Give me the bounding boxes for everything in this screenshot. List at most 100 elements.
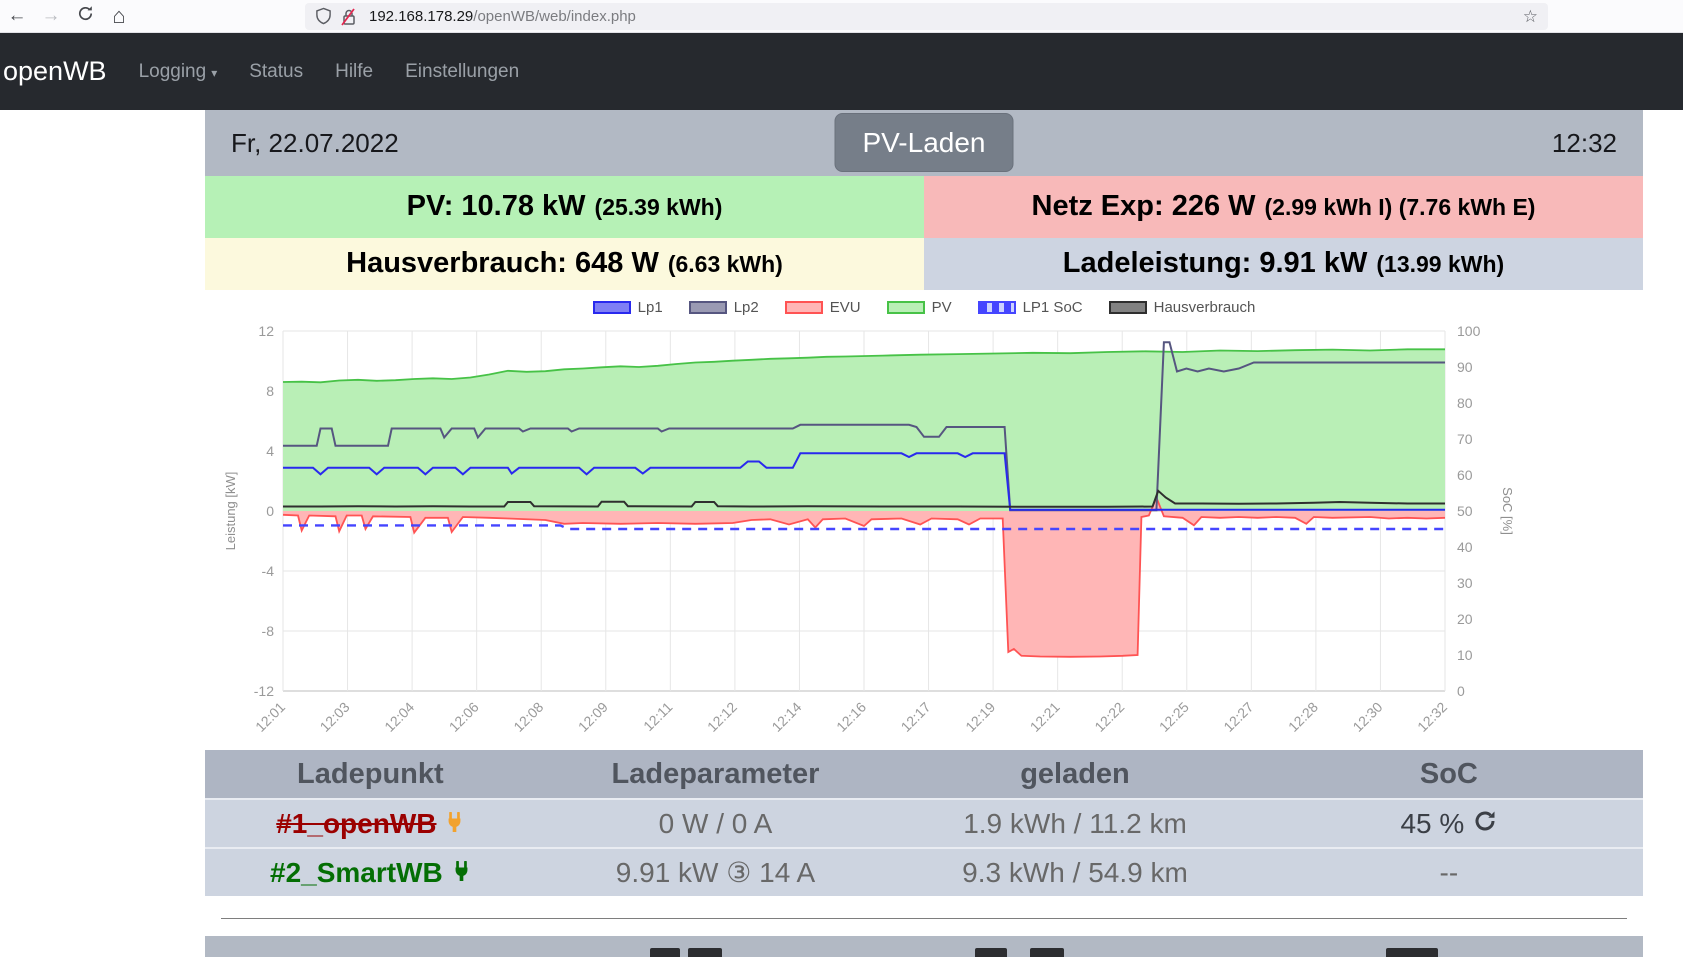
charge-value: Ladeleistung: 9.91 kW <box>1062 247 1368 279</box>
legend-swatch <box>592 300 631 314</box>
url-bar[interactable]: 192.168.178.29/openWB/web/index.php ☆ <box>305 3 1548 30</box>
svg-text:12:19: 12:19 <box>962 699 998 735</box>
back-button[interactable]: ← <box>7 5 27 26</box>
table-row-chargepoint-1: #1_openWB 0 W / 0 A 1.9 kWh / 11.2 km 45… <box>205 798 1643 847</box>
svg-text:12:12: 12:12 <box>704 699 740 735</box>
legend-item-hausverbrauch: Hausverbrauch <box>1108 298 1256 316</box>
nav-item-status[interactable]: Status <box>249 60 304 82</box>
clipped-content <box>1030 948 1064 957</box>
shield-icon[interactable] <box>315 7 332 26</box>
bookmark-star-icon[interactable]: ☆ <box>1522 6 1538 26</box>
legend-swatch <box>977 300 1016 314</box>
plug-icon <box>445 808 464 840</box>
url-path: /openWB/web/index.php <box>473 8 636 25</box>
charge-mode-button[interactable]: PV-Laden <box>834 113 1014 172</box>
svg-text:12:01: 12:01 <box>252 699 288 735</box>
svg-text:12:09: 12:09 <box>575 699 611 735</box>
chart-legend: Lp1 Lp2 EVU PV LP1 SoC Hausverbrauch <box>205 296 1643 318</box>
house-value: Hausverbrauch: 648 W <box>346 247 659 279</box>
clipped-content <box>650 948 680 957</box>
svg-text:12:14: 12:14 <box>768 699 804 735</box>
nav-item-logging[interactable]: Logging ▾ <box>138 60 218 82</box>
grid-energy: (2.99 kWh I) (7.76 kWh E) <box>1264 194 1536 220</box>
svg-text:50: 50 <box>1457 503 1473 519</box>
chargepoint-2-charged: 9.3 kWh / 54.9 km <box>962 856 1188 888</box>
svg-text:12:17: 12:17 <box>898 699 934 735</box>
legend-item-lp2: Lp2 <box>688 298 759 316</box>
svg-text:-12: -12 <box>254 683 274 699</box>
nav-item-hilfe[interactable]: Hilfe <box>335 60 374 82</box>
legend-label: Hausverbrauch <box>1153 298 1256 316</box>
legend-swatch <box>1108 300 1147 314</box>
svg-text:8: 8 <box>266 383 274 399</box>
chart-section: Lp1 Lp2 EVU PV LP1 SoC Hausverbrauch 12 8 4 0 -4-… <box>205 290 1643 750</box>
col-soc: SoC <box>1419 757 1478 790</box>
table-header-row: Ladepunkt Ladeparameter geladen SoC <box>205 750 1643 798</box>
legend-label: EVU <box>829 298 861 316</box>
chargepoint-table: Ladepunkt Ladeparameter geladen SoC #1_o… <box>205 750 1643 896</box>
svg-text:12:28: 12:28 <box>1285 699 1321 735</box>
current-date: Fr, 22.07.2022 <box>231 127 399 158</box>
svg-text:12:22: 12:22 <box>1091 699 1127 735</box>
svg-text:12:11: 12:11 <box>640 699 676 735</box>
col-ladepunkt: Ladepunkt <box>297 757 444 790</box>
legend-item-lp1-soc: LP1 SoC <box>977 298 1083 316</box>
svg-text:12:16: 12:16 <box>833 699 869 735</box>
legend-label: Lp2 <box>733 298 759 316</box>
insecure-lock-icon[interactable] <box>341 7 361 26</box>
chargepoint-2-name[interactable]: #2_SmartWB <box>270 856 443 888</box>
svg-text:12:03: 12:03 <box>317 699 353 735</box>
refresh-soc-icon[interactable] <box>1473 808 1497 840</box>
svg-text:12:30: 12:30 <box>1349 699 1385 735</box>
house-energy: (6.63 kWh) <box>667 251 783 277</box>
clipped-content <box>1386 948 1438 957</box>
svg-text:70: 70 <box>1457 431 1473 447</box>
current-time: 12:32 <box>1551 127 1617 158</box>
pv-stat: PV: 10.78 kW (25.39 kWh) <box>205 176 924 238</box>
svg-text:-8: -8 <box>262 623 275 639</box>
forward-button[interactable]: → <box>41 5 61 26</box>
svg-text:SoC [%]: SoC [%] <box>1500 487 1515 535</box>
svg-text:12:25: 12:25 <box>1156 699 1192 735</box>
svg-text:60: 60 <box>1457 467 1473 483</box>
legend-label: Lp1 <box>637 298 663 316</box>
clipped-content <box>975 948 1007 957</box>
brand-openwb[interactable]: openWB <box>3 56 107 86</box>
grid-stat: Netz Exp: 226 W (2.99 kWh I) (7.76 kWh E… <box>924 176 1643 238</box>
section-divider <box>221 918 1627 919</box>
svg-text:-4: -4 <box>262 563 275 579</box>
svg-text:12:04: 12:04 <box>381 699 417 735</box>
chargepoint-1-soc: 45 % <box>1400 807 1465 839</box>
svg-text:0: 0 <box>266 503 274 519</box>
chargepoint-2-soc: -- <box>1439 856 1459 888</box>
svg-text:12:08: 12:08 <box>510 699 546 735</box>
nav-item-einstellungen[interactable]: Einstellungen <box>405 60 520 82</box>
svg-text:80: 80 <box>1457 395 1473 411</box>
legend-label: LP1 SoC <box>1022 298 1083 316</box>
svg-text:10: 10 <box>1457 647 1473 663</box>
house-stat: Hausverbrauch: 648 W (6.63 kWh) <box>205 238 924 290</box>
pv-value: PV: 10.78 kW <box>406 190 586 222</box>
reload-button[interactable] <box>68 5 102 28</box>
svg-text:100: 100 <box>1457 323 1481 339</box>
svg-text:12:21: 12:21 <box>1027 699 1063 735</box>
svg-text:12:32: 12:32 <box>1414 699 1450 735</box>
reload-icon <box>78 5 92 20</box>
chargepoint-1-params: 0 W / 0 A <box>658 807 773 839</box>
svg-text:20: 20 <box>1457 611 1473 627</box>
charge-stat: Ladeleistung: 9.91 kW (13.99 kWh) <box>924 238 1643 290</box>
pv-energy: (25.39 kWh) <box>594 194 723 220</box>
svg-text:12:06: 12:06 <box>446 699 482 735</box>
legend-swatch <box>784 300 823 314</box>
svg-text:12: 12 <box>258 323 274 339</box>
legend-item-pv: PV <box>886 299 952 316</box>
table-row-chargepoint-2: #2_SmartWB 9.91 kW ③ 14 A 9.3 kWh / 54.9… <box>205 847 1643 896</box>
chargepoint-2-params: 9.91 kW ③ 14 A <box>615 857 816 888</box>
col-ladeparameter: Ladeparameter <box>611 757 820 790</box>
chargepoint-1-name[interactable]: #1_openWB <box>276 807 437 839</box>
legend-swatch <box>688 300 727 314</box>
browser-toolbar: ← → ⌂ 192.168.178.29/openWB/web/index.ph… <box>0 0 1683 33</box>
home-button[interactable]: ⌂ <box>112 3 126 28</box>
main-container: Fr, 22.07.2022 PV-Laden 12:32 PV: 10.78 … <box>205 110 1643 957</box>
